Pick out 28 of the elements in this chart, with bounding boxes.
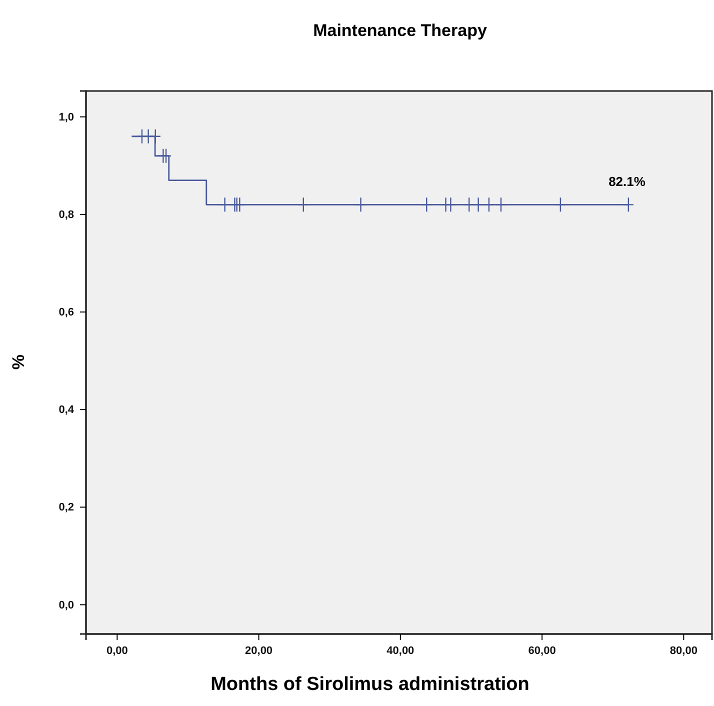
point	[421, 197, 432, 212]
point	[298, 197, 309, 212]
point	[472, 197, 484, 212]
y-tick-label: 0,0	[58, 599, 74, 612]
y-tick-label: 0,2	[58, 502, 74, 514]
x-tick-label: 0,00	[106, 644, 128, 657]
annotation: 82.1%	[608, 174, 646, 189]
point	[554, 197, 566, 212]
x-tick-label: 60,00	[528, 644, 556, 657]
point	[483, 197, 495, 212]
y-tick-label: 1,0	[58, 111, 74, 124]
x-tick-label: 80,00	[670, 644, 698, 657]
point	[445, 197, 456, 212]
point	[355, 197, 366, 212]
point	[622, 197, 634, 212]
y-tick-label: 0,6	[58, 306, 74, 319]
y-axis-title: %	[9, 354, 28, 370]
chart-title: Maintenance Therapy	[313, 21, 488, 40]
point	[464, 197, 475, 212]
point	[495, 197, 507, 212]
x-tick-label: 20,00	[245, 644, 273, 657]
x-tick-label: 40,00	[386, 644, 414, 657]
point	[160, 148, 172, 164]
point	[219, 197, 230, 212]
x-axis-title: Months of Sirolimus administration	[210, 674, 530, 695]
point	[150, 128, 161, 144]
y-tick-label: 0,8	[58, 208, 74, 221]
y-tick-label: 0,4	[58, 404, 75, 416]
